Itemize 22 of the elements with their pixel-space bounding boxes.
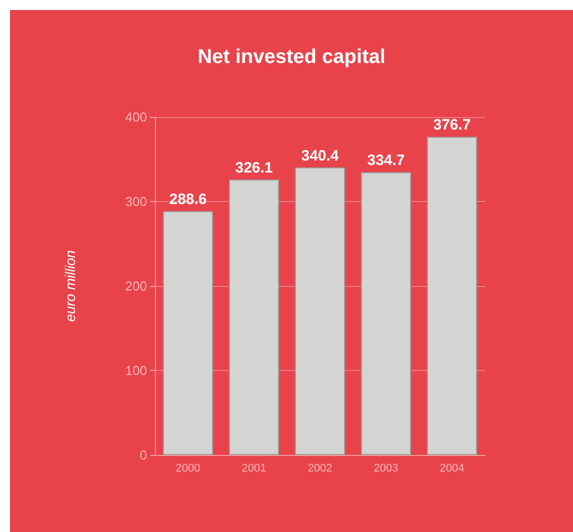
bar [360, 172, 412, 455]
y-tick-label: 0 [140, 448, 147, 462]
bar [162, 211, 214, 455]
y-axis-title: euro million [62, 250, 78, 322]
x-tick-label: 2001 [242, 462, 266, 474]
data-label: 340.4 [301, 147, 340, 164]
bar [426, 136, 478, 455]
data-label: 334.7 [367, 152, 405, 170]
data-label: 288.6 [169, 191, 207, 208]
y-tick-label: 300 [125, 194, 147, 209]
bar [228, 179, 280, 455]
chart-title: Net invested capital [198, 46, 386, 68]
x-tick-label: 2003 [374, 462, 398, 474]
data-label: 326.1 [235, 159, 273, 176]
bar [294, 167, 346, 455]
x-tick-label: 2000 [176, 462, 200, 474]
y-tick-label: 400 [125, 110, 147, 124]
x-tick-label: 2002 [308, 462, 332, 474]
y-tick-label: 200 [125, 278, 147, 294]
data-label: 376.7 [433, 116, 471, 134]
x-tick-label: 2004 [440, 462, 464, 474]
y-tick-label: 100 [125, 363, 147, 378]
